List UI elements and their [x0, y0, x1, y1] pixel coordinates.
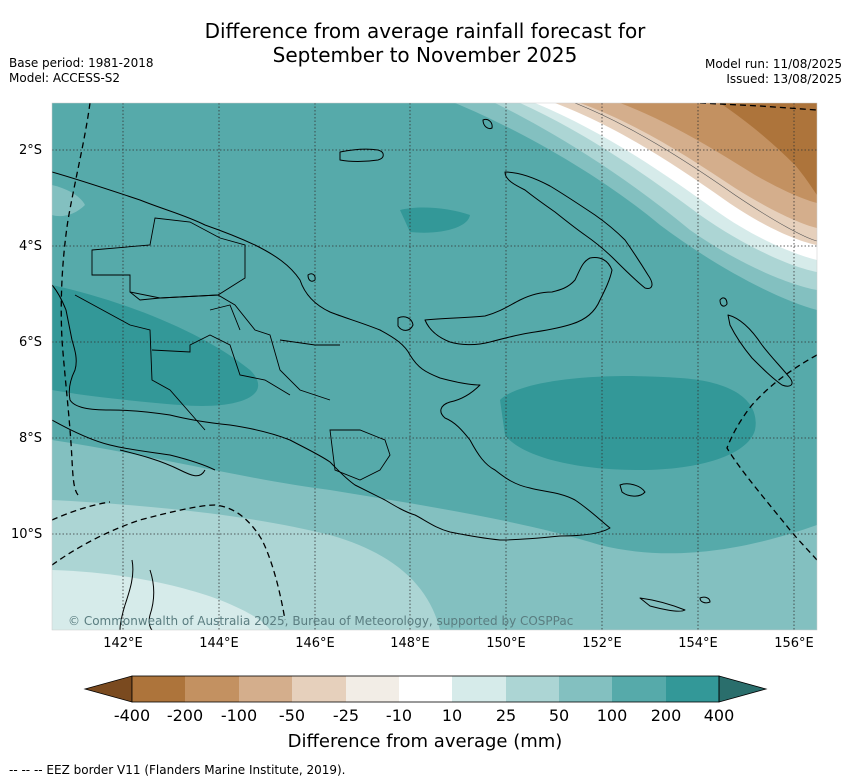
- island-3: [639, 597, 686, 612]
- cb-swatch-6: [399, 676, 452, 702]
- colorbar-extend-low: [83, 675, 133, 703]
- base-period: Base period: 1981-2018: [9, 56, 154, 70]
- lon-label-154e: 154°E: [678, 636, 718, 651]
- coastlines: [52, 119, 793, 630]
- lat-label-2s: 2°S: [19, 143, 43, 158]
- cb-label-minus25: -25: [332, 706, 360, 725]
- cb-label-minus400: -400: [113, 706, 151, 725]
- cb-swatch-2: [185, 676, 239, 702]
- manus-coast: [339, 148, 384, 162]
- cb-label-50: 50: [548, 706, 570, 725]
- cb-swatch-10: [612, 676, 666, 702]
- lon-label-148e: 148°E: [390, 636, 430, 651]
- shade-100-200-north: [400, 207, 470, 233]
- colorbar: [83, 675, 768, 703]
- island-4: [699, 596, 711, 604]
- cb-label-10: 10: [441, 706, 463, 725]
- meta-right: Model run: 11/08/2025 Issued: 13/08/2025: [705, 57, 842, 87]
- graticule: [52, 103, 817, 630]
- cb-swatch-5: [346, 676, 399, 702]
- colorbar-extend-high: [718, 675, 768, 703]
- copyright-notice: © Commonwealth of Australia 2025, Bureau…: [68, 614, 574, 628]
- island-1: [397, 316, 414, 331]
- south-coast-west: [52, 419, 216, 477]
- cb-swatch-9: [559, 676, 612, 702]
- cb-label-minus10: -10: [385, 706, 413, 725]
- cb-label-minus100: -100: [220, 706, 258, 725]
- cape-york-coast: [119, 559, 155, 630]
- lon-label-156e: 156°E: [774, 636, 814, 651]
- cb-label-minus200: -200: [166, 706, 204, 725]
- island-2: [619, 483, 646, 497]
- cb-swatch-8: [506, 676, 559, 702]
- cb-swatch-3: [239, 676, 292, 702]
- bougainville-coast: [727, 314, 793, 387]
- island-7: [307, 273, 316, 282]
- lat-label-6s: 6°S: [19, 335, 43, 350]
- cb-label-200: 200: [650, 706, 682, 725]
- cb-swatch-1: [132, 676, 185, 702]
- eez-borders: [52, 103, 817, 621]
- map-title: Difference from average rainfall forecas…: [0, 19, 850, 67]
- shade-light-west-edge: [52, 185, 85, 217]
- map-frame: [51, 102, 818, 631]
- issued-date: Issued: 13/08/2025: [726, 72, 842, 86]
- colorbar-title: Difference from average (mm): [287, 731, 563, 752]
- island-6: [719, 297, 728, 307]
- lat-label-8s: 8°S: [19, 431, 43, 446]
- lon-label-144e: 144°E: [199, 636, 239, 651]
- contour-line: [574, 103, 817, 242]
- eez-legend-note: -- -- -- EEZ border V11 (Flanders Marine…: [9, 763, 346, 777]
- island-5: [482, 119, 493, 129]
- new-britain-coast: [424, 257, 613, 346]
- cb-label-100: 100: [596, 706, 628, 725]
- colorbar-frame: [131, 675, 720, 703]
- cb-label-400: 400: [703, 706, 735, 725]
- cb-swatch-7: [452, 676, 506, 702]
- shade-near-zero-south: [52, 570, 270, 630]
- lon-label-142e: 142°E: [103, 636, 143, 651]
- shade-ne-minus100: [720, 103, 817, 195]
- model-name: Model: ACCESS-S2: [9, 71, 121, 85]
- rainfall-shading: [52, 103, 817, 630]
- lat-label-4s: 4°S: [19, 239, 43, 254]
- new-ireland-coast: [504, 171, 653, 289]
- shade-100-200-west: [52, 285, 259, 406]
- title-line-2: September to November 2025: [272, 43, 578, 67]
- new-guinea-coast: [52, 171, 611, 541]
- title-line-1: Difference from average rainfall forecas…: [204, 19, 646, 43]
- meta-left: Base period: 1981-2018 Model: ACCESS-S2: [9, 56, 154, 86]
- cb-label-25: 25: [495, 706, 517, 725]
- model-run: Model run: 11/08/2025: [704, 57, 842, 71]
- lat-label-10s: 10°S: [11, 527, 43, 542]
- cb-label-minus50: -50: [278, 706, 306, 725]
- cb-swatch-11: [666, 676, 719, 702]
- provincial-borders: [74, 217, 391, 481]
- cb-swatch-4: [292, 676, 346, 702]
- shade-100-200-east: [500, 376, 756, 470]
- lon-label-152e: 152°E: [582, 636, 622, 651]
- lon-label-150e: 150°E: [486, 636, 526, 651]
- lon-label-146e: 146°E: [295, 636, 335, 651]
